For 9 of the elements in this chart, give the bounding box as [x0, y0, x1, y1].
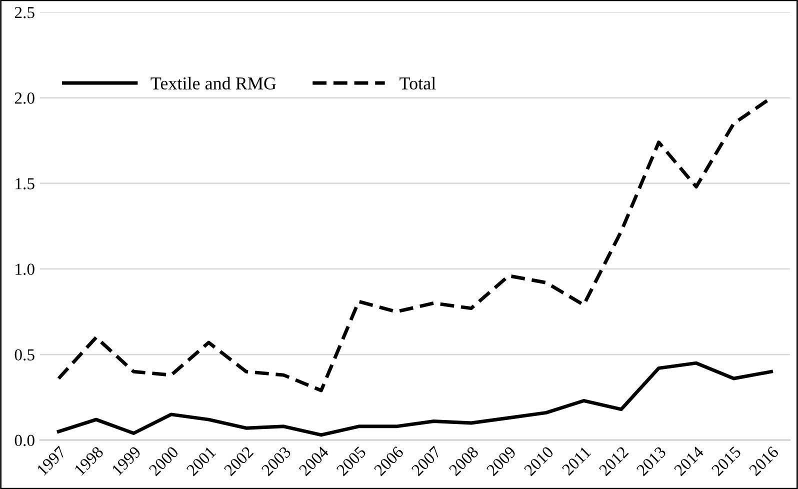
y-tick-label: 1.5 — [16, 178, 34, 190]
line-series — [56, 361, 773, 437]
y-tick-label: 0.5 — [14, 349, 34, 361]
legend-label: Textile and RMG — [150, 76, 276, 90]
y-tick-label: 2.0 — [14, 92, 34, 104]
y-tick-label: 0.0 — [14, 434, 34, 446]
legend-label: Total — [400, 76, 436, 90]
y-tick-label: 1.0 — [16, 264, 34, 275]
y-tick-label: 2.5 — [14, 6, 34, 18]
